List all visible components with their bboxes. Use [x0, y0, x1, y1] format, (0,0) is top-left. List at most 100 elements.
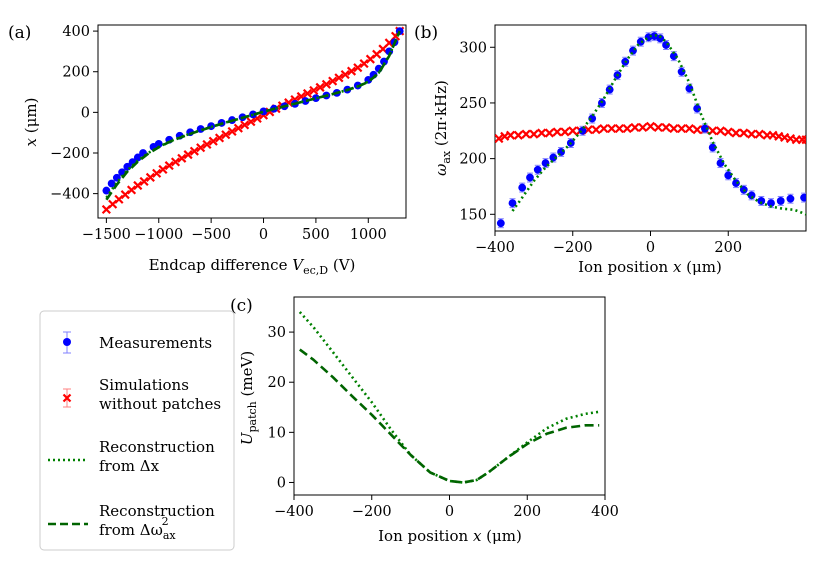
legend-box [39, 310, 235, 551]
panel-a-simulation-point [145, 172, 155, 182]
panel-c-frame [293, 296, 606, 496]
panel-a-simulation-point [189, 146, 199, 156]
panel-a-ytick-label: 400 [62, 24, 90, 40]
panel-a-simulation-point [227, 126, 237, 137]
panel-c-xtick-label: 400 [591, 504, 619, 520]
panel-c-line-dotted [298, 311, 600, 484]
panel-a-line-dashed [105, 30, 401, 201]
panel-a-simulation-point [208, 136, 218, 146]
panel-b-simulation-point [505, 130, 516, 140]
panel-b-simulation-point [638, 122, 648, 133]
panel-c-line-dashed [299, 348, 600, 484]
panel-a-simulation-point [126, 185, 137, 195]
panel-a-simulation-point [158, 164, 168, 175]
panel-b-xtick-label: 200 [714, 240, 742, 256]
panel-a-measurement-point [380, 57, 388, 66]
panel-b-measurement-point [636, 37, 645, 46]
panel-b-measurement-point [518, 183, 527, 192]
legend-item-recon-dx: Reconstruction from Δx [48, 438, 215, 475]
panel-c-ytick-label: 20 [268, 375, 286, 391]
panel-a-series [101, 26, 405, 215]
panel-a-simulation-point [353, 63, 363, 73]
panel-b-series [495, 31, 806, 229]
panel-a-simulation-point [328, 76, 338, 86]
panel-c-xtick-label: −200 [352, 504, 392, 520]
legend-recon-dx-label-line2: from Δx [99, 457, 160, 475]
legend-item-recon-dw: Reconstruction from Δωax2 [48, 502, 215, 542]
panel-b-ylabel: ωax (2π·kHz) [432, 80, 453, 176]
panel-a-simulation-point [120, 190, 130, 200]
panel-b-measurement-point [800, 193, 806, 202]
panel-a-simulation-point [114, 194, 124, 204]
panel-a-measurement-point [154, 139, 163, 148]
legend-recon-dx-label-line1: Reconstruction [99, 438, 215, 456]
panel-b-simulation-point [746, 129, 757, 139]
panel-a-xtick-label: 500 [302, 227, 330, 243]
panel-b-ytick-label: 150 [459, 207, 487, 223]
legend-recon-dw-label-line2: from Δωax2 [99, 515, 176, 542]
panel-c-ytick-label: 30 [268, 325, 286, 341]
panel-a-xtick-label: −500 [191, 227, 231, 243]
panel-a-measurement-point [102, 186, 111, 195]
panel-c-plot-area [298, 311, 600, 484]
panel-b-simulation-point [645, 121, 656, 131]
panel-a-simulation-point [170, 157, 181, 167]
panel-b-measurement-point [662, 41, 670, 49]
panel-b-simulation-point [669, 123, 679, 134]
panel-b-simulation-point [560, 127, 570, 137]
legend-measurement-marker [63, 338, 71, 346]
panel-b-simulation-point [723, 127, 733, 137]
panel-b-measurement-point [496, 219, 505, 228]
panel-a: −1500 −1000 −500 0 500 1000 −400 −200 0 200 400 (a… [8, 23, 407, 277]
panel-a-measurement-point [133, 153, 142, 162]
panel-b-simulation-point [630, 122, 640, 133]
panel-b-measurement-point [677, 67, 686, 76]
panel-b-measurement-point [724, 171, 733, 180]
panel-a-simulation-point [233, 123, 243, 133]
panel-b-xtick-label: 0 [646, 240, 655, 256]
panel-a-simulation-point [196, 143, 206, 153]
panel-a-simulation-point [152, 168, 162, 178]
panel-b-simulation-point [614, 123, 624, 134]
panel-a-xlabel: Endcap difference Vec,D (V) [149, 256, 356, 277]
panel-b-simulation-point [653, 122, 663, 133]
panel-b-simulation-point [661, 122, 671, 133]
panel-b-measurement-point [757, 197, 766, 205]
panel-c-ytick-label: 10 [268, 425, 286, 441]
panel-a-xtick-label: −1000 [134, 227, 183, 243]
panel-a-simulation-point [221, 130, 231, 140]
panel-c-xtick-label: −400 [274, 504, 314, 520]
panel-c-xlabel: Ion position x (μm) [378, 527, 522, 545]
panel-a-simulation-point [240, 120, 250, 130]
panel-b-simulation-point [537, 128, 547, 138]
panel-a-simulation-point [164, 161, 174, 171]
panel-b-simulation-point [607, 123, 617, 134]
panel-a-measurement-point [249, 110, 257, 119]
panel-b-simulation-point [568, 126, 578, 136]
panel-c-ticks: −400 −200 0 200 400 0 10 20 30 [268, 325, 619, 520]
legend-simulation-marker [62, 393, 72, 403]
legend-recon-dw-label-line1: Reconstruction [99, 502, 215, 520]
panel-b-measurement-point [776, 197, 785, 205]
panel-b-measurement-point [533, 165, 542, 174]
panel-a-xtick-label: 0 [259, 227, 268, 243]
panel-c: −400 −200 0 200 400 0 10 20 30 (c) Ion position … [230, 296, 619, 545]
panel-b-simulation-point [739, 128, 749, 138]
panel-a-simulation-point [346, 66, 357, 76]
panel-a-measurement-point [107, 179, 116, 188]
panel-a-frame [97, 24, 407, 219]
panel-b-simulation-point [715, 126, 726, 136]
panel-b-simulation-point [692, 125, 702, 135]
panel-b-simulation-point [544, 128, 555, 138]
panel-a-line-dotted [105, 30, 401, 199]
panel-b-simulation-point [513, 130, 523, 140]
legend-simulations-label-line1: Simulations [99, 376, 189, 394]
panel-b-ytick-label: 200 [459, 152, 487, 168]
panel-b-measurement-point [549, 153, 558, 162]
panel-a-xtick-label: −1500 [82, 227, 131, 243]
panel-c-series [298, 311, 600, 484]
panel-a-ticks: −1500 −1000 −500 0 500 1000 −400 −200 0 200 400 [50, 24, 387, 243]
panel-b-measurement-point [739, 185, 748, 194]
panel-b-simulation-point [599, 123, 609, 134]
